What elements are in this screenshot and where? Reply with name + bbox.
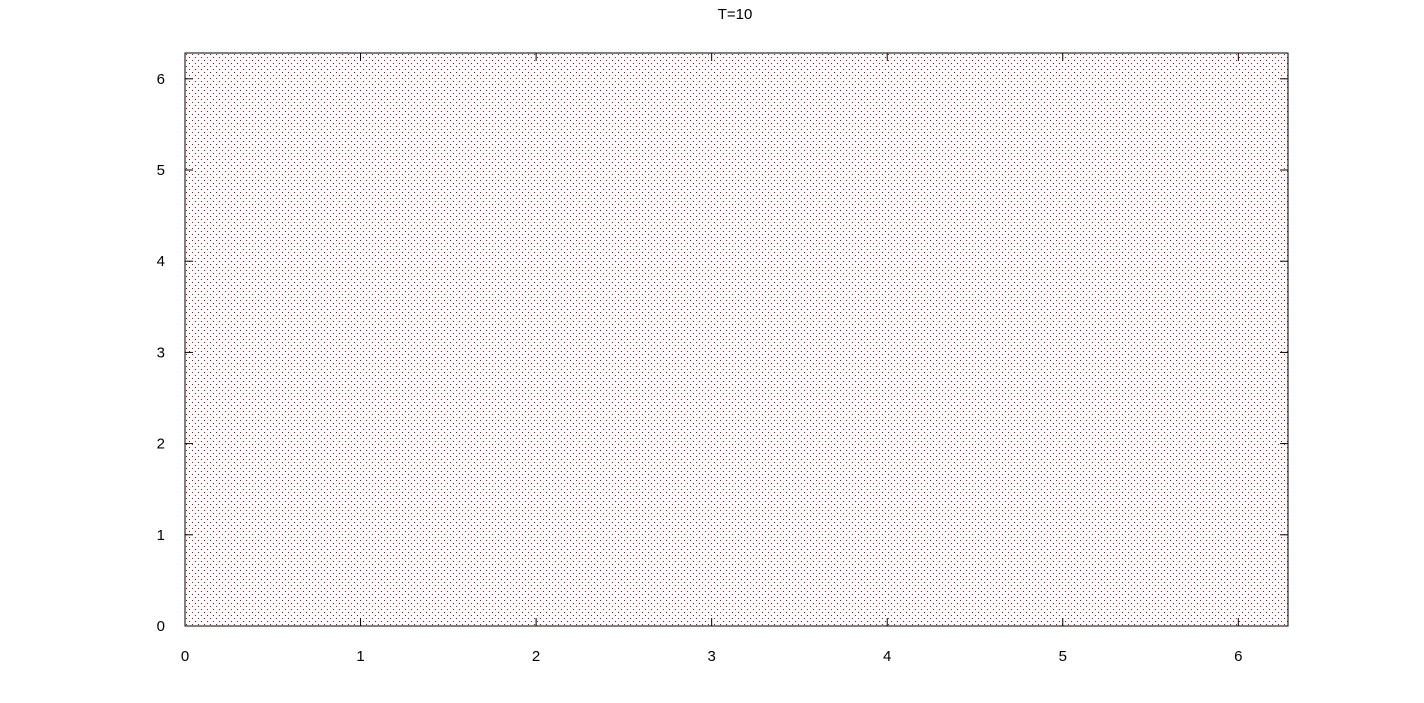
point-cloud <box>185 53 1288 626</box>
y-tick-label: 6 <box>157 71 165 88</box>
y-tick-label: 3 <box>157 344 165 361</box>
chart-title: T=10 <box>718 6 753 23</box>
x-tick-label: 1 <box>356 648 364 665</box>
plot-frame <box>184 52 1289 627</box>
x-tick-label: 4 <box>883 648 891 665</box>
y-tick-label: 0 <box>157 618 165 635</box>
x-tick-label: 0 <box>181 648 189 665</box>
y-tick-label: 1 <box>157 527 165 544</box>
x-tick-label: 2 <box>532 648 540 665</box>
x-tick-label: 3 <box>707 648 715 665</box>
y-tick-label: 4 <box>157 253 165 270</box>
x-tick-label: 5 <box>1059 648 1067 665</box>
x-tick-label: 6 <box>1234 648 1242 665</box>
y-tick-label: 5 <box>157 162 165 179</box>
x-axis: 0 1 2 3 4 5 6 <box>181 53 1242 665</box>
plot-area <box>185 53 1288 626</box>
y-tick-label: 2 <box>157 436 165 453</box>
